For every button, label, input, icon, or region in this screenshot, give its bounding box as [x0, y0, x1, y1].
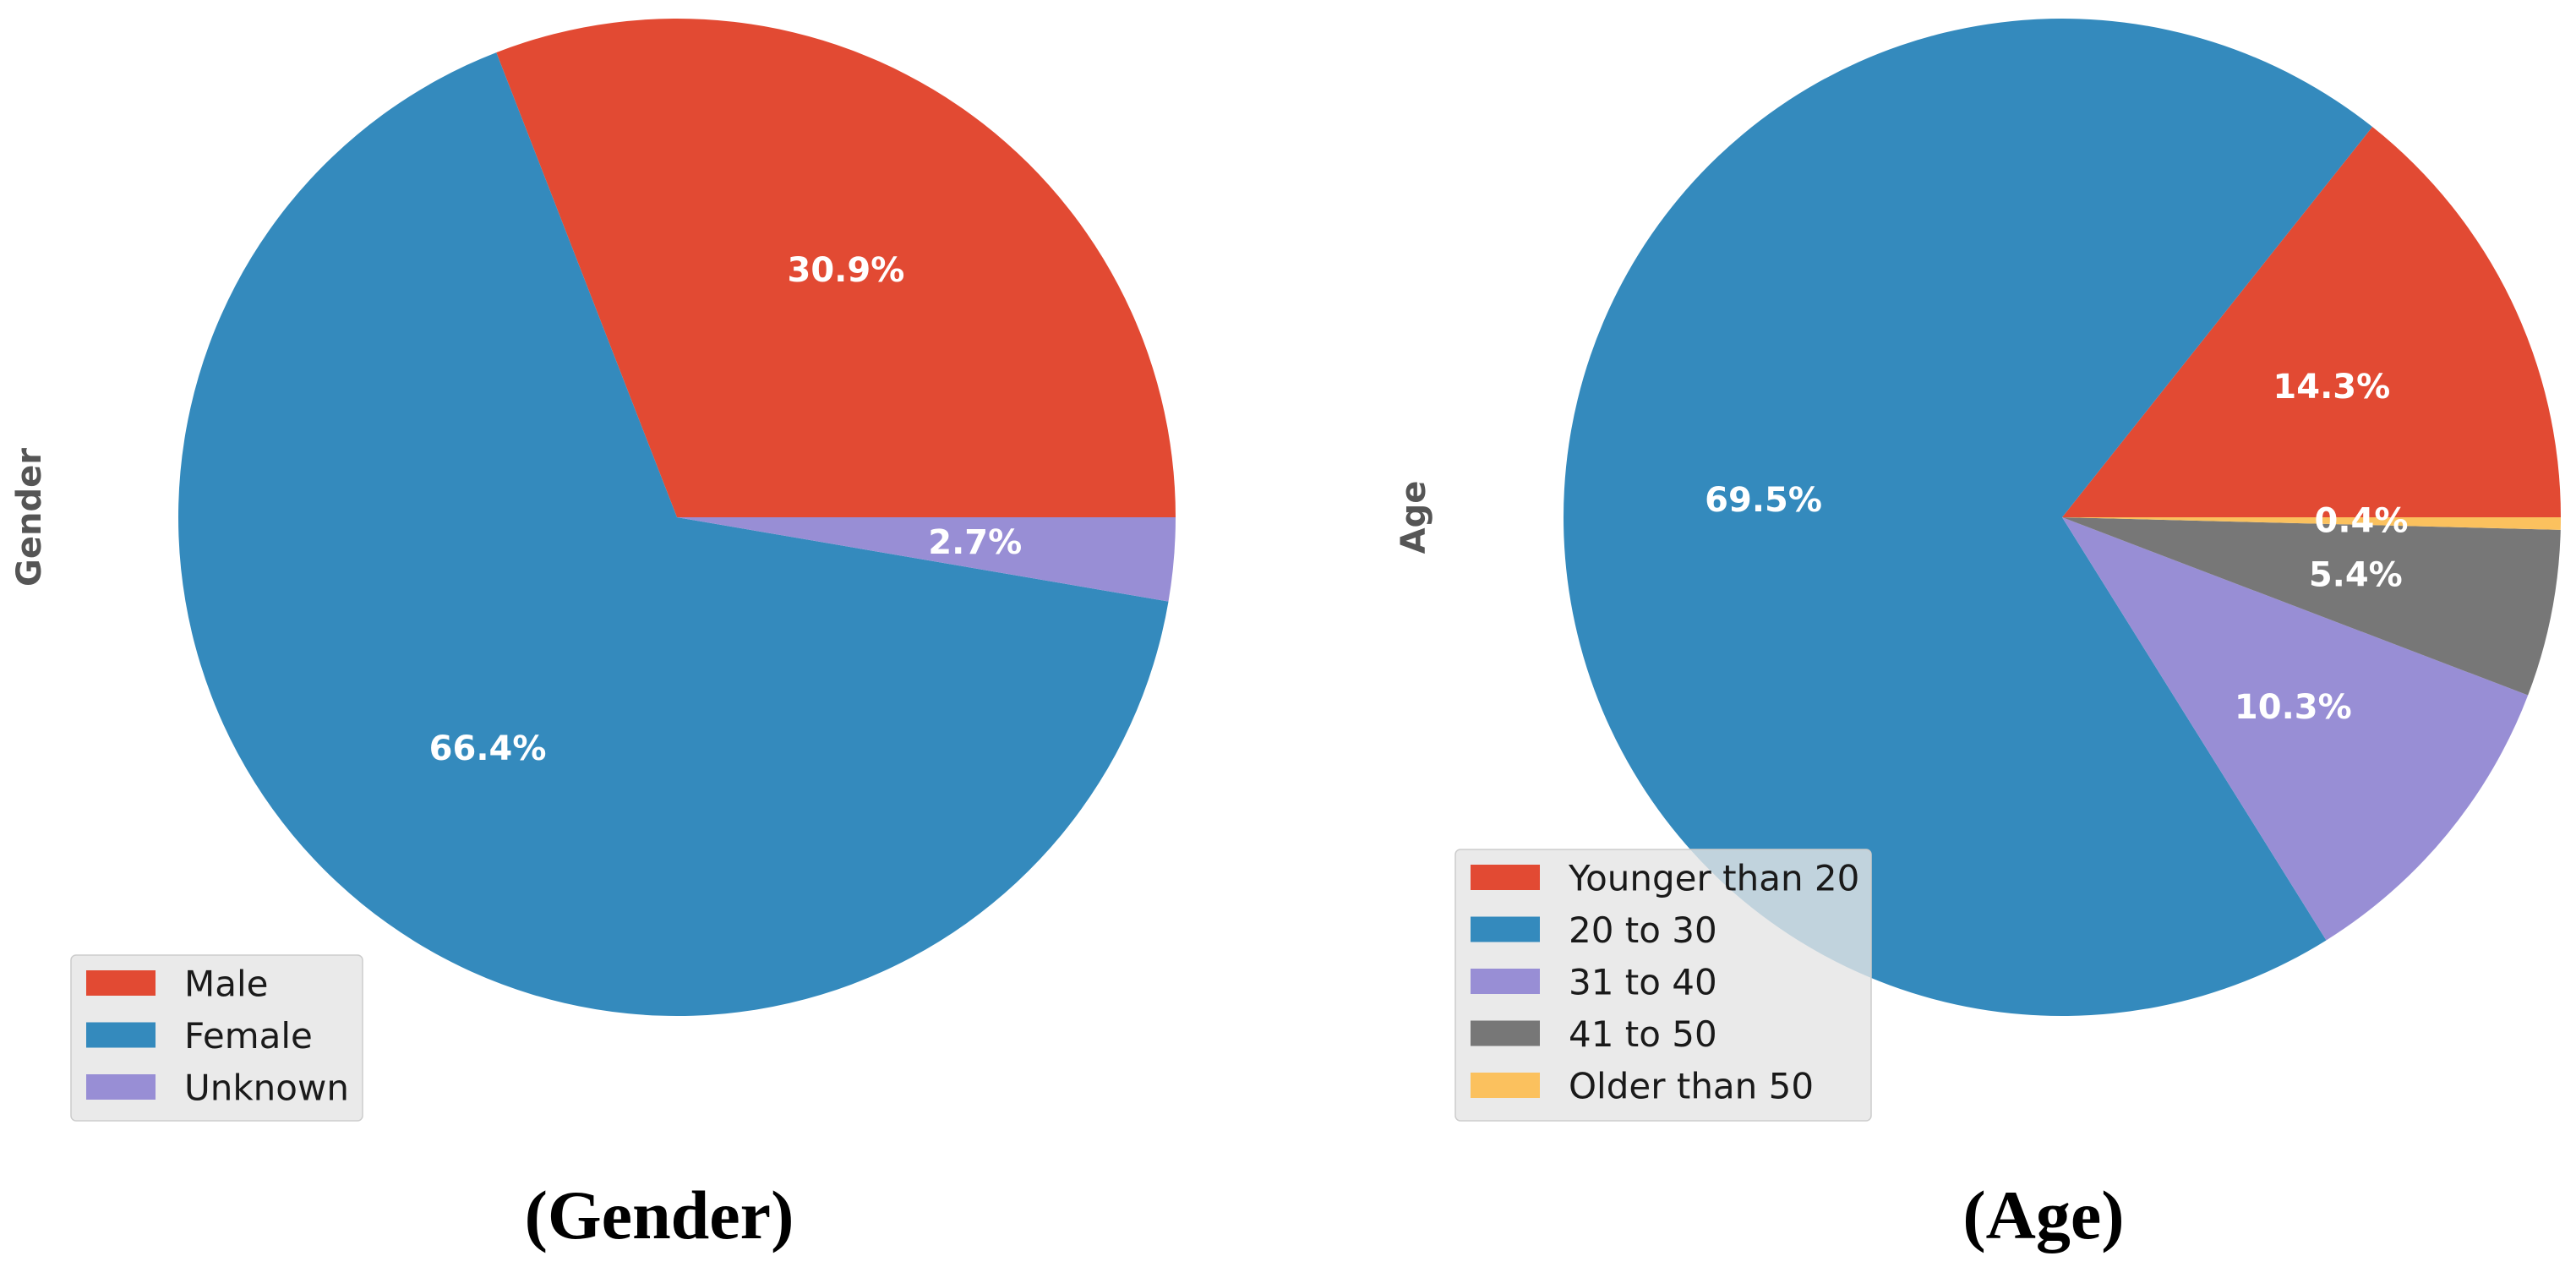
age-slice-younger-than-20	[2062, 127, 2561, 517]
age-slice-label-41-to-50: 5.4%	[2309, 556, 2403, 595]
gender-slice-label-unknown: 2.7%	[928, 523, 1022, 562]
age-legend-label-20-to-30: 20 to 30	[1569, 909, 1717, 951]
age-ylabel: Age	[1394, 481, 1433, 554]
age-slice-20-to-30	[1564, 19, 2373, 1017]
age-slice-label-31-to-40: 10.3%	[2235, 688, 2352, 727]
age-legend-label-31-to-40: 31 to 40	[1569, 962, 1717, 1003]
age-legend-label-41-to-50: 41 to 50	[1569, 1013, 1717, 1055]
age-legend-swatch-20-to-30	[1471, 916, 1540, 942]
age-legend-label-younger-than-20: Younger than 20	[1568, 858, 1859, 899]
gender-pie-chart: 30.9% 66.4% 2.7%	[178, 19, 1176, 1017]
gender-legend-swatch-female	[86, 1022, 156, 1048]
gender-slice-label-female: 66.4%	[429, 729, 547, 768]
age-slice-31-to-40	[2062, 517, 2529, 941]
gender-legend: Male Female Unknown	[70, 954, 363, 1122]
age-legend-swatch-31-to-40	[1471, 969, 1540, 994]
age-legend: Younger than 20 20 to 30 31 to 40 41 to 50 O…	[1454, 849, 1872, 1122]
age-legend-swatch-younger-than-20	[1471, 865, 1540, 890]
gender-legend-swatch-unknown	[86, 1074, 156, 1100]
age-legend-swatch-41-to-50	[1471, 1020, 1540, 1046]
gender-legend-label-unknown: Unknown	[184, 1068, 349, 1109]
gender-caption: (Gender)	[525, 1177, 794, 1253]
age-slice-label-20-to-30: 69.5%	[1705, 481, 1822, 520]
gender-slice-label-male: 30.9%	[788, 251, 905, 290]
gender-slice-unknown	[677, 517, 1176, 602]
age-slice-label-younger-than-20: 14.3%	[2273, 368, 2390, 407]
age-slice-label-older-than-50: 0.4%	[2315, 501, 2409, 540]
gender-slice-male	[496, 19, 1176, 517]
gender-legend-label-female: Female	[184, 1015, 313, 1057]
age-slice-41-to-50	[2062, 517, 2561, 696]
age-caption: (Age)	[1962, 1177, 2124, 1253]
age-pie-chart: 14.3% 69.5% 10.3% 5.4% 0.4%	[1564, 19, 2561, 1017]
age-legend-label-older-than-50: Older than 50	[1569, 1066, 1814, 1107]
gender-ylabel: Gender	[10, 448, 49, 587]
gender-legend-label-male: Male	[184, 964, 268, 1005]
age-slice-older-than-50	[2062, 517, 2561, 530]
gender-slice-female	[178, 52, 1169, 1017]
age-legend-box	[1454, 849, 1872, 1122]
gender-legend-swatch-male	[86, 970, 156, 996]
age-legend-swatch-older-than-50	[1471, 1073, 1540, 1098]
